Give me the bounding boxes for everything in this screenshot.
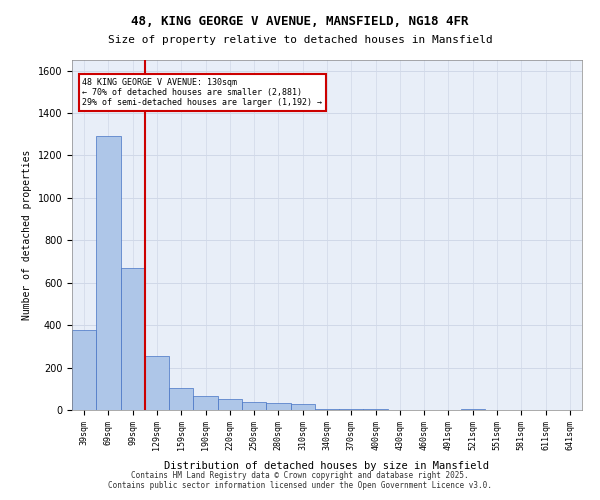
Text: Contains HM Land Registry data © Crown copyright and database right 2025.
Contai: Contains HM Land Registry data © Crown c… [108, 470, 492, 490]
Bar [339, 409, 364, 410]
Bar [145, 356, 169, 410]
Bar [218, 400, 242, 410]
X-axis label: Distribution of detached houses by size in Mansfield: Distribution of detached houses by size … [164, 461, 490, 471]
Y-axis label: Number of detached properties: Number of detached properties [22, 150, 32, 320]
Bar [72, 330, 96, 410]
Bar [364, 409, 388, 410]
Bar [461, 409, 485, 410]
Bar [290, 404, 315, 410]
Bar [266, 402, 290, 410]
Bar [193, 396, 218, 410]
Bar [121, 268, 145, 410]
Text: 48 KING GEORGE V AVENUE: 130sqm
← 70% of detached houses are smaller (2,881)
29%: 48 KING GEORGE V AVENUE: 130sqm ← 70% of… [82, 78, 322, 108]
Text: 48, KING GEORGE V AVENUE, MANSFIELD, NG18 4FR: 48, KING GEORGE V AVENUE, MANSFIELD, NG1… [131, 15, 469, 28]
Bar [169, 388, 193, 410]
Bar [96, 136, 121, 410]
Bar [315, 409, 339, 410]
Text: Size of property relative to detached houses in Mansfield: Size of property relative to detached ho… [107, 35, 493, 45]
Bar [242, 402, 266, 410]
